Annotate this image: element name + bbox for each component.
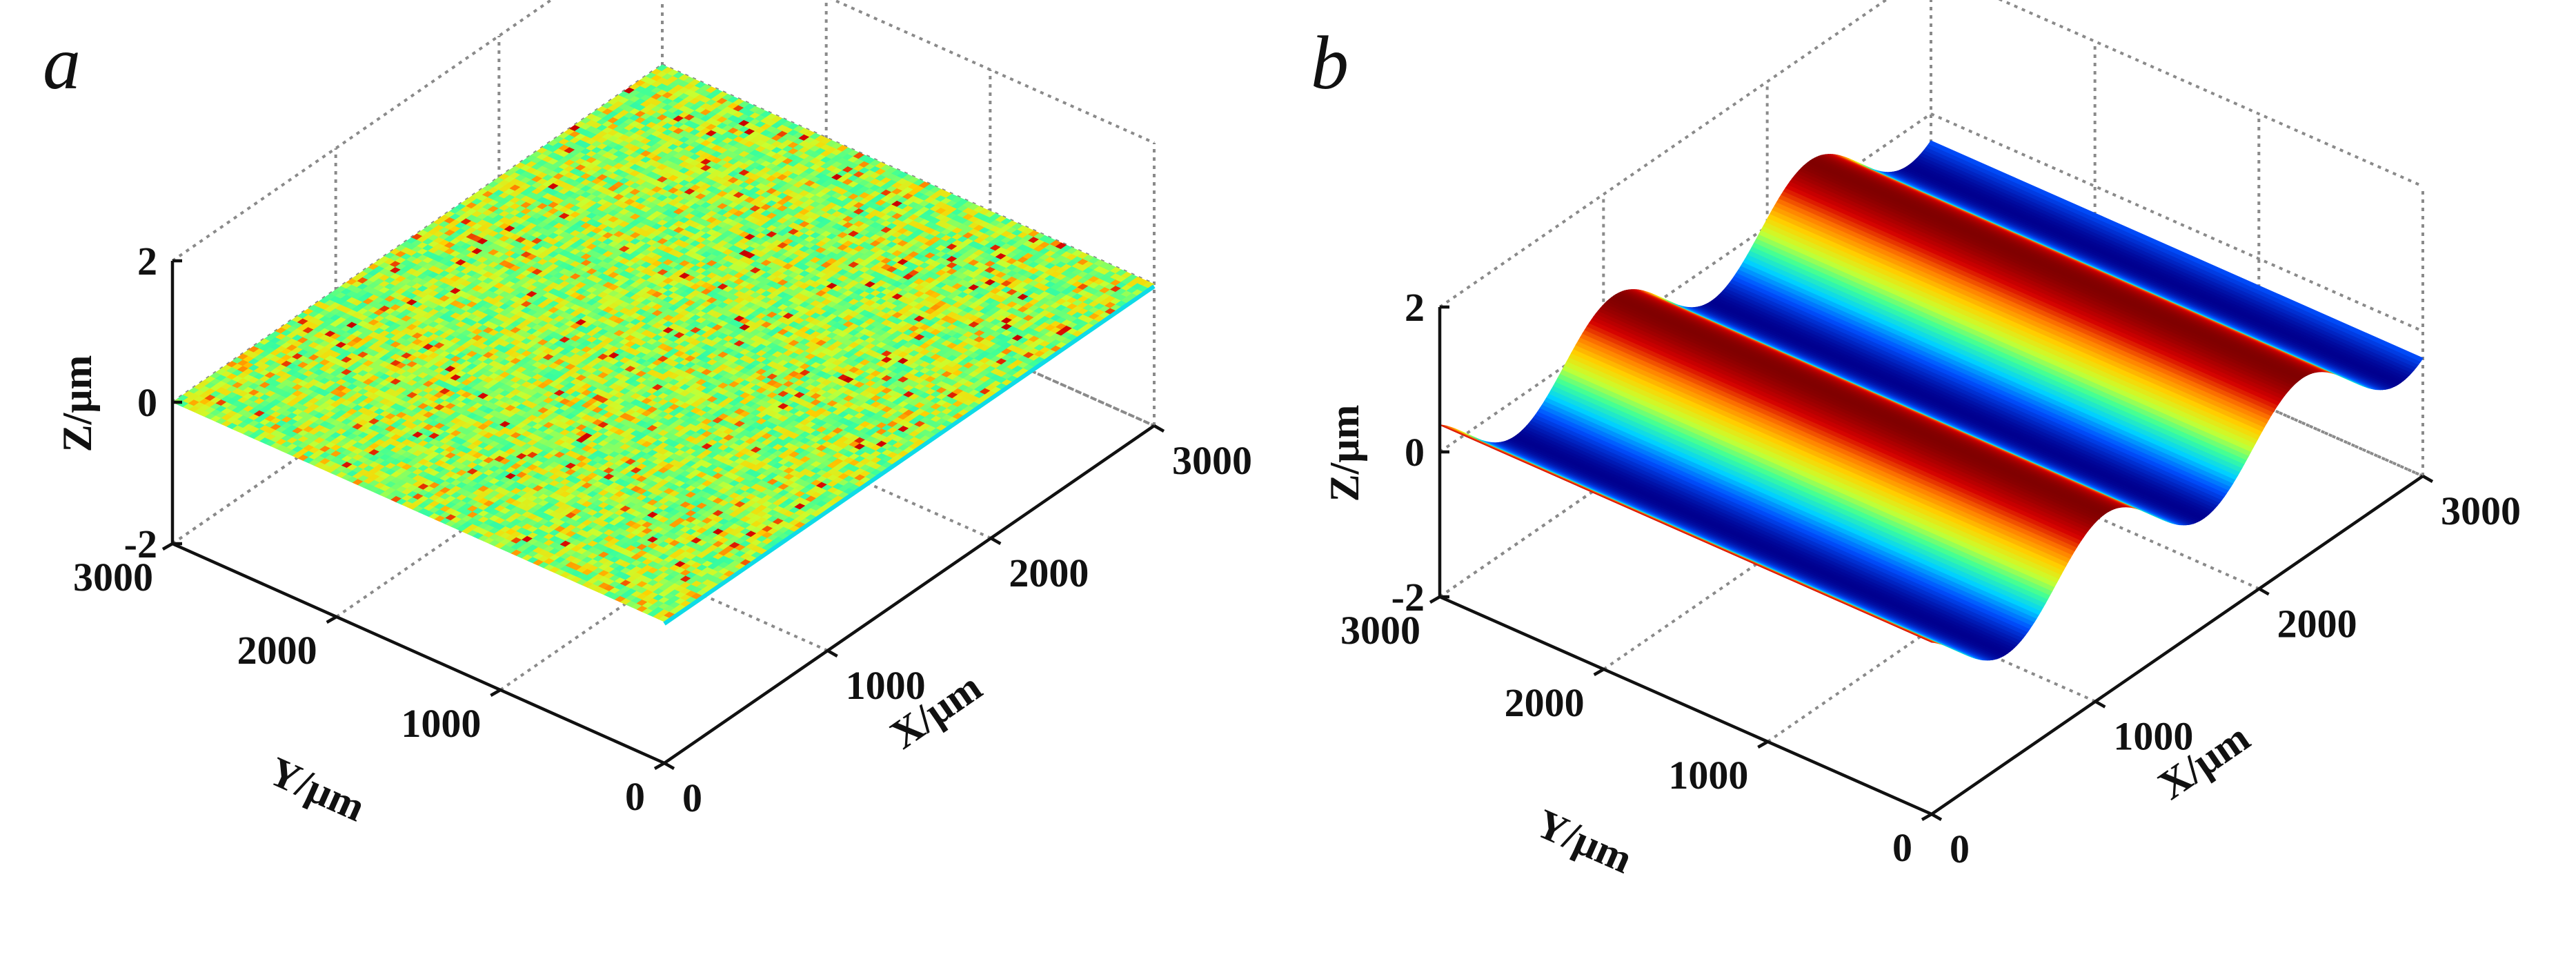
panel-a-label: a <box>43 21 81 105</box>
panel-a-surface <box>172 64 1156 626</box>
gridline-z-right-wall <box>662 205 1155 427</box>
gridline-z-right-wall <box>830 0 1155 144</box>
